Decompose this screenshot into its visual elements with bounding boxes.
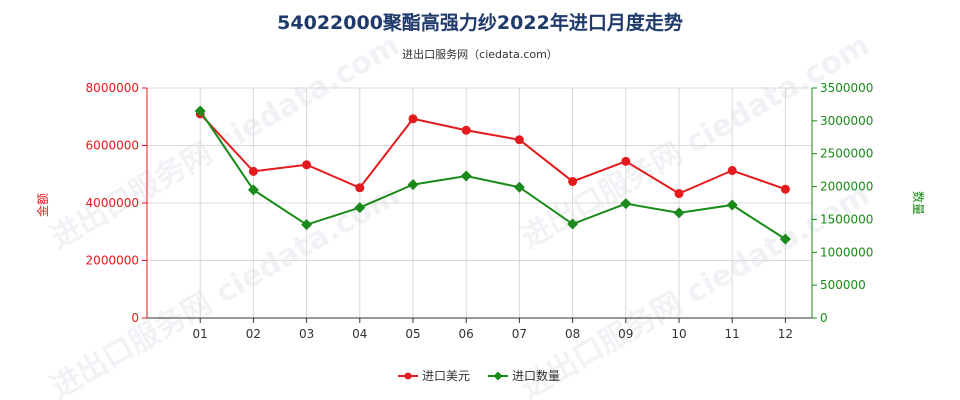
y-right-tick-label: 2500000 — [820, 147, 873, 161]
data-point-0 — [355, 183, 365, 193]
y-left-tick-label: 0 — [131, 311, 139, 325]
data-point-1 — [301, 219, 313, 231]
x-tick-labels: 01 02 03 04 05 06 07 08 09 10 11 12 — [193, 318, 793, 341]
x-tick-label: 05 — [405, 327, 420, 341]
data-point-1 — [726, 199, 738, 211]
y-right-tick-label: 3500000 — [820, 81, 873, 95]
series-layer — [194, 105, 791, 245]
data-point-1 — [460, 170, 472, 182]
data-point-0 — [248, 166, 258, 176]
y-right-tick-label: 0 — [820, 311, 828, 325]
y-right-tick-label: 3000000 — [820, 114, 873, 128]
y-right-axis-title: 数量 — [911, 191, 926, 215]
y-left-tick-label: 6000000 — [86, 139, 139, 153]
chart-subtitle: 进出口服务网（ciedata.com） — [402, 47, 558, 61]
data-point-0 — [302, 160, 312, 170]
data-point-1 — [779, 233, 791, 245]
x-tick-label: 09 — [618, 327, 633, 341]
legend-item-1: 进口数量 — [488, 368, 560, 383]
legend-label: 进口美元 — [422, 369, 470, 383]
data-point-1 — [513, 181, 525, 193]
x-tick-label: 08 — [565, 327, 580, 341]
x-tick-label: 12 — [778, 327, 793, 341]
data-point-0 — [514, 135, 524, 145]
series-line-0 — [199, 113, 786, 195]
x-tick-label: 11 — [725, 327, 740, 341]
data-point-0 — [674, 189, 684, 199]
x-tick-label: 03 — [299, 327, 314, 341]
y-right-tick-label: 1500000 — [820, 212, 873, 226]
legend-marker — [493, 371, 503, 381]
x-tick-label: 06 — [459, 327, 474, 341]
y-left-axis-title: 金额 — [35, 193, 50, 217]
x-tick-label: 01 — [193, 327, 208, 341]
x-tick-label: 07 — [512, 327, 527, 341]
data-point-1 — [567, 218, 579, 230]
y-right-tick-label: 500000 — [820, 278, 866, 292]
data-point-0 — [780, 184, 790, 194]
series-1 — [194, 105, 791, 245]
series-line-1 — [199, 110, 786, 240]
legend: 进口美元 进口数量 — [398, 368, 560, 383]
x-tick-label: 04 — [352, 327, 367, 341]
y-right-tick-label: 2000000 — [820, 180, 873, 194]
y-left-tick-label: 4000000 — [86, 196, 139, 210]
data-point-1 — [194, 105, 206, 117]
data-point-1 — [407, 179, 419, 191]
legend-item-0: 进口美元 — [398, 369, 470, 383]
y-left-tick-label: 2000000 — [86, 254, 139, 268]
data-point-1 — [247, 184, 259, 196]
legend-label: 进口数量 — [512, 368, 560, 383]
x-tick-label: 10 — [671, 327, 686, 341]
data-point-1 — [620, 198, 632, 210]
data-point-0 — [461, 125, 471, 135]
data-point-0 — [568, 176, 578, 186]
y-right-tick-label: 1000000 — [820, 245, 873, 259]
x-tick-label: 02 — [246, 327, 261, 341]
legend-marker — [404, 372, 412, 380]
chart-title: 54022000聚酯高强力纱2022年进口月度走势 — [277, 11, 683, 34]
y-left-tick-label: 8000000 — [86, 81, 139, 95]
data-point-1 — [354, 202, 366, 214]
watermark-layer: 进出口服务网 ciedata.com 进出口服务网 ciedata.com进出口服… — [45, 28, 876, 400]
data-point-0 — [727, 166, 737, 176]
y-right-tick-labels: 0 500000 1000000 1500000 2000000 2500000 30000… — [812, 81, 873, 325]
y-left-tick-labels: 0 2000000 4000000 6000000 8000000 — [86, 81, 147, 325]
data-point-0 — [621, 156, 631, 166]
data-point-1 — [673, 207, 685, 219]
data-point-0 — [408, 114, 418, 124]
